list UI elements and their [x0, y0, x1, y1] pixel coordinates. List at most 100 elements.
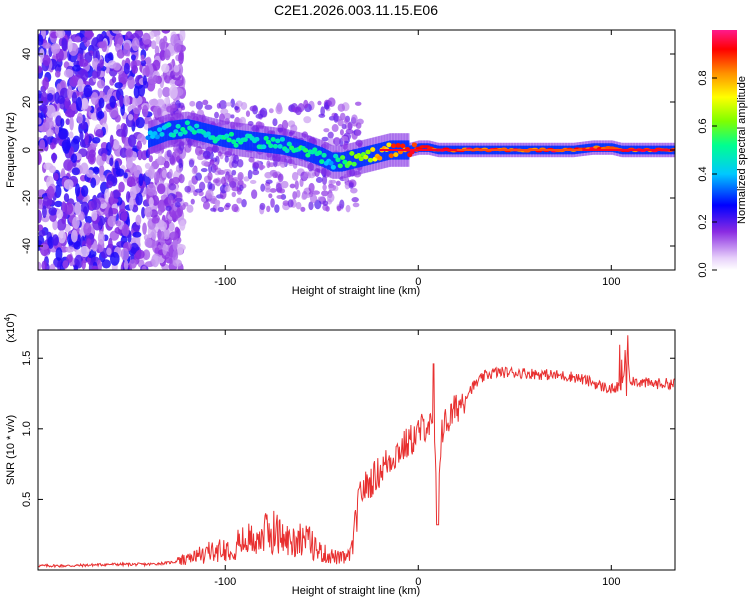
ridge-point	[346, 160, 353, 166]
ridge-point	[312, 147, 318, 153]
noise-blob	[175, 243, 184, 256]
noise-blob	[55, 30, 66, 39]
noise-blob	[104, 188, 110, 203]
noise-blob	[123, 172, 128, 179]
noise-blob	[343, 118, 349, 124]
noise-blob	[131, 37, 140, 52]
ridge-point	[210, 135, 216, 141]
noise-blob	[144, 162, 151, 170]
noise-blob	[213, 164, 219, 171]
noise-blob	[91, 37, 101, 51]
noise-blob	[148, 98, 159, 106]
noise-blob	[321, 136, 329, 142]
ridge-halo	[317, 146, 320, 166]
spectrogram-x-tick-label: -100	[214, 276, 236, 288]
noise-blob	[345, 204, 351, 213]
ridge-halo	[379, 142, 382, 162]
noise-blob	[352, 202, 360, 208]
noise-blob	[270, 198, 275, 208]
ridge-halo	[185, 118, 188, 139]
noise-blob	[243, 176, 250, 182]
spectrogram-y-tick-label: -40	[21, 238, 33, 254]
noise-blob	[151, 228, 157, 240]
noise-blob	[131, 65, 139, 74]
noise-blob	[142, 249, 151, 261]
snr-scale-factor: (x104)	[3, 313, 17, 343]
noise-blob	[252, 169, 260, 176]
noise-blob	[92, 137, 101, 144]
noise-blob	[38, 261, 42, 270]
noise-blob	[182, 202, 189, 207]
snr-frame	[37, 329, 676, 571]
noise-blob	[332, 137, 341, 146]
noise-blob	[74, 36, 82, 43]
spectrogram-panel: -100 0 100 -40 -20 0 20 40 Height of straight …	[5, 29, 676, 297]
noise-blob	[81, 36, 88, 43]
noise-blob	[169, 85, 178, 99]
noise-blob	[259, 163, 264, 171]
noise-blob	[312, 190, 320, 195]
noise-blob	[188, 159, 195, 168]
noise-blob	[101, 153, 107, 162]
noise-blob	[329, 179, 337, 184]
noise-blob	[295, 106, 302, 116]
snr-series-line	[38, 335, 675, 569]
colorbar-tick-label: 0.4	[697, 166, 709, 181]
noise-blob	[194, 188, 203, 193]
noise-blob	[142, 104, 149, 118]
noise-blob	[118, 181, 125, 193]
noise-blob	[137, 149, 143, 161]
noise-blob	[70, 102, 77, 111]
ridge-point	[321, 152, 327, 158]
noise-blob	[119, 147, 128, 159]
noise-blob	[148, 197, 154, 208]
ridge-point	[231, 139, 237, 145]
ridge-point	[400, 143, 406, 149]
noise-blob	[109, 134, 114, 148]
noise-blob	[207, 181, 213, 191]
noise-blob	[175, 197, 183, 203]
colorbar-tick-label: 0.8	[697, 70, 709, 85]
noise-blob	[317, 196, 325, 202]
noise-blob	[168, 168, 173, 179]
spectrogram-y-axis: -40 -20 0 20 40	[21, 48, 675, 254]
spectrogram-y-tick-label: -20	[21, 190, 33, 206]
noise-blob	[249, 179, 257, 184]
noise-blob	[202, 99, 209, 106]
noise-blob	[303, 171, 310, 178]
noise-blob	[105, 180, 113, 189]
noise-blob	[289, 183, 296, 189]
noise-blob	[49, 142, 55, 150]
noise-blob	[157, 87, 163, 99]
noise-blob	[235, 100, 243, 107]
noise-blob	[83, 87, 92, 96]
noise-blob	[204, 104, 213, 110]
noise-blob	[93, 167, 100, 175]
noise-blob	[351, 114, 358, 123]
noise-blob	[356, 118, 364, 125]
noise-blob	[159, 38, 166, 51]
ridge-point	[145, 135, 151, 141]
noise-blob	[46, 185, 55, 200]
noise-blob	[276, 194, 284, 199]
noise-blob	[101, 40, 108, 53]
ridge-halo	[249, 131, 252, 151]
noise-blob	[202, 201, 210, 210]
noise-blob	[99, 59, 104, 68]
noise-blob	[125, 148, 133, 158]
noise-blob	[145, 56, 152, 66]
ridge-halo	[367, 145, 370, 166]
noise-blob	[69, 116, 74, 131]
colorbar-axis: 0.0 0.2 0.4 0.6 0.8	[697, 70, 717, 278]
noise-blob	[249, 105, 258, 112]
noise-blob	[38, 65, 43, 74]
noise-blob	[231, 191, 237, 198]
ridge-point	[175, 123, 181, 129]
ridge-point	[263, 135, 269, 141]
noise-blob	[63, 179, 74, 190]
snr-x-tick-label: -100	[214, 576, 236, 588]
ridge-halo	[273, 134, 276, 154]
noise-blob	[141, 265, 147, 270]
noise-blob	[157, 107, 162, 116]
noise-blob	[275, 104, 283, 115]
